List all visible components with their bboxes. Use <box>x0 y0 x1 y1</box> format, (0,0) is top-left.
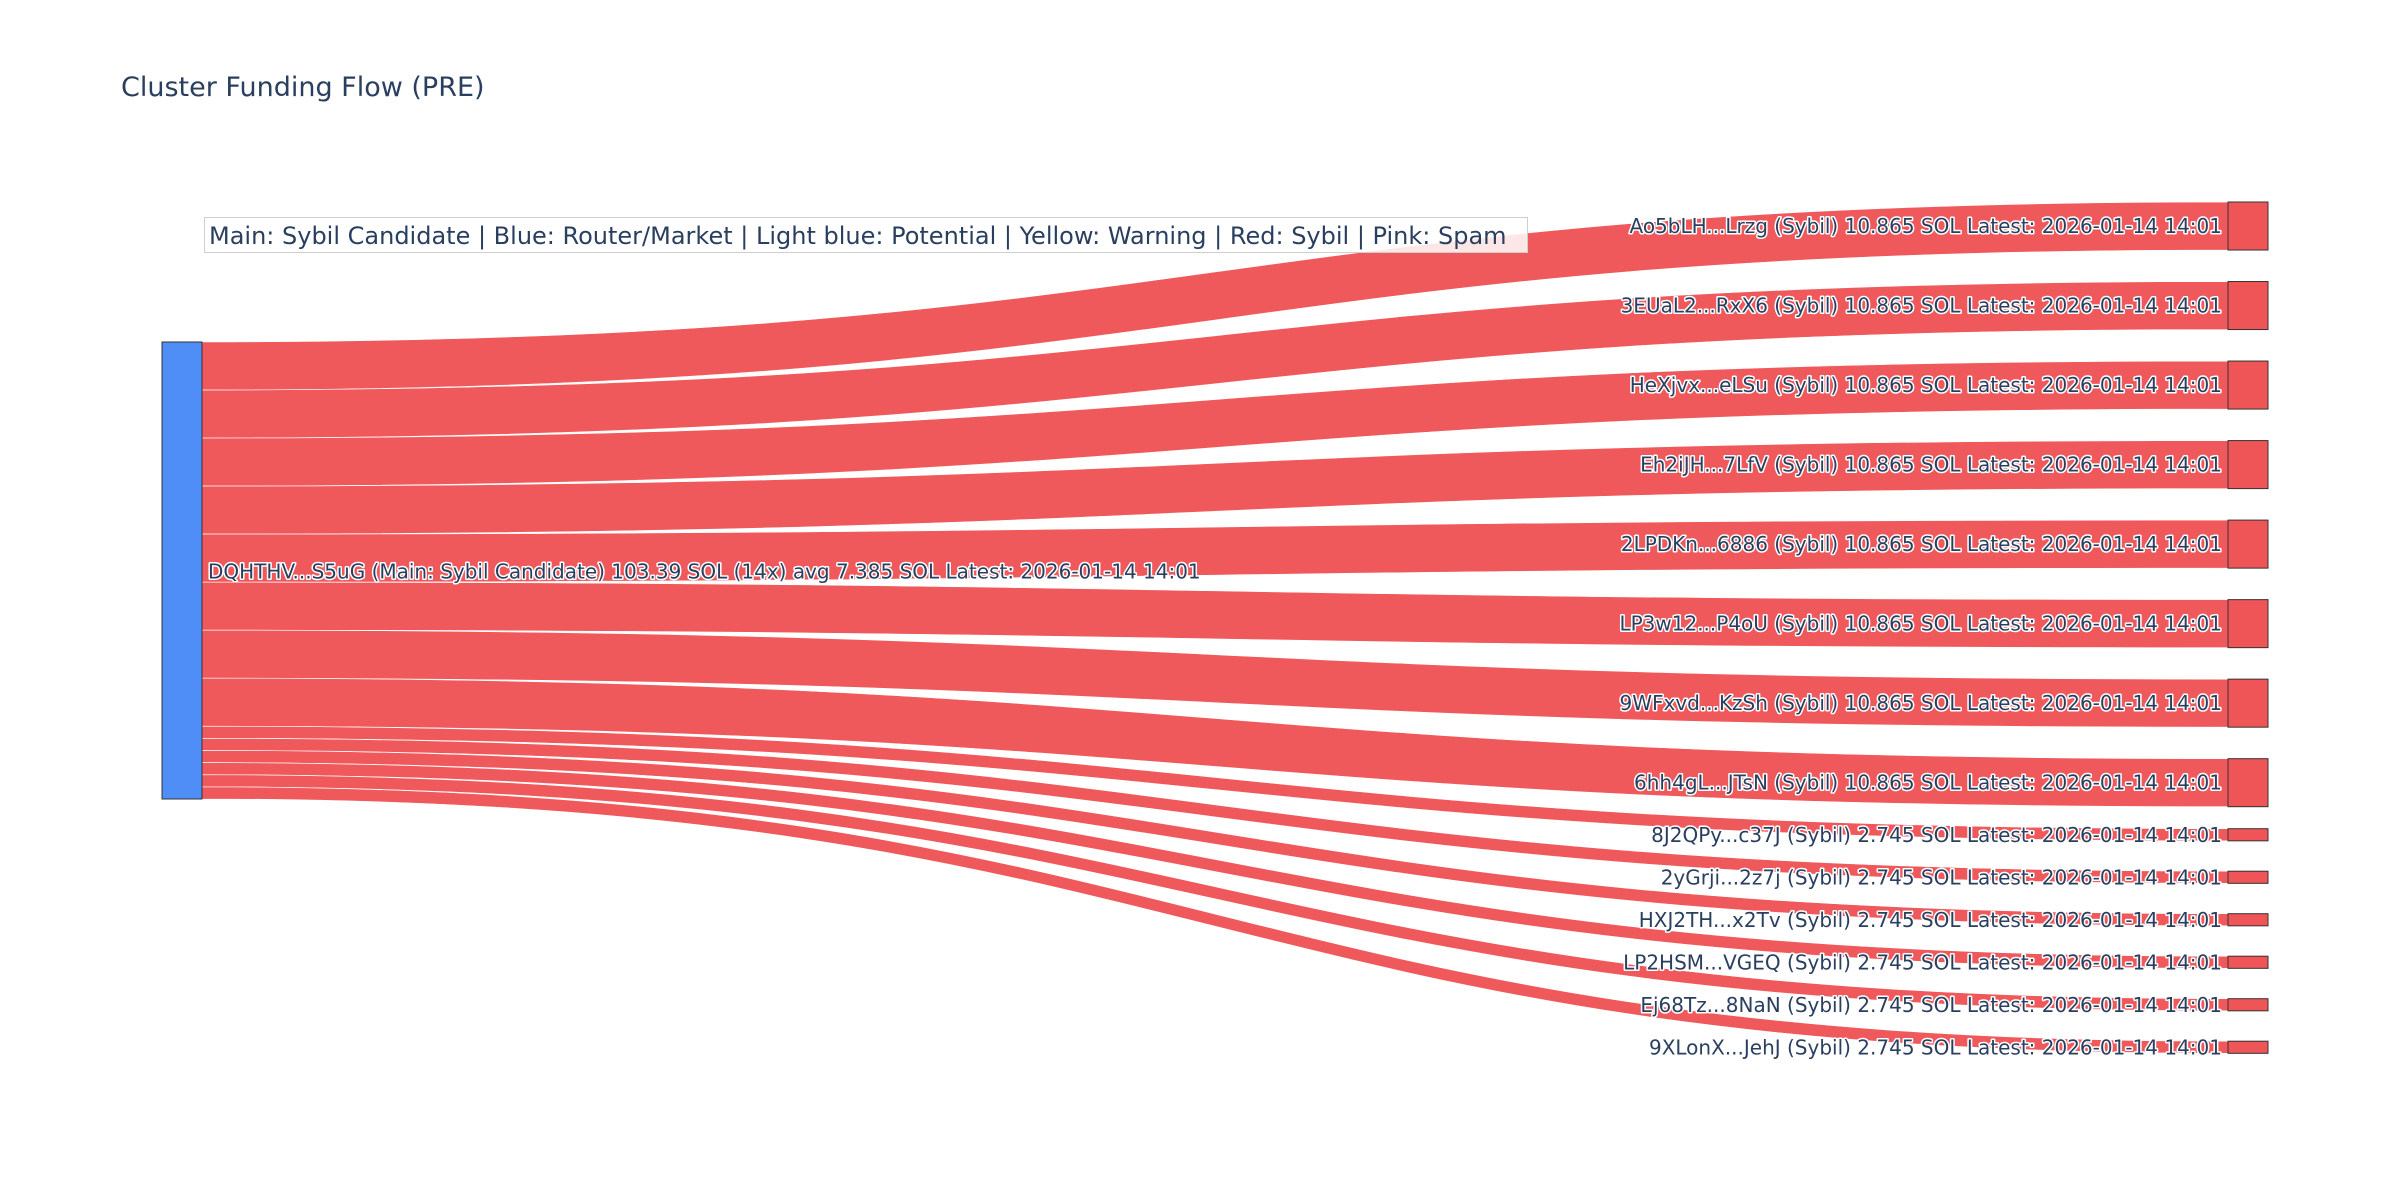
target-node-label: 3EUaL2...RxX6 (Sybil) 10.865 SOL Latest:… <box>1621 294 2222 318</box>
target-node[interactable] <box>2227 955 2269 969</box>
legend-annotation: Main: Sybil Candidate | Blue: Router/Mar… <box>204 217 1528 253</box>
target-node-label: Ej68Tz...8NaN (Sybil) 2.745 SOL Latest: … <box>1640 993 2222 1017</box>
target-node-label: 2LPDKn...6886 (Sybil) 10.865 SOL Latest:… <box>1621 532 2222 556</box>
target-node-label: 8J2QPy...c37J (Sybil) 2.745 SOL Latest: … <box>1651 823 2222 847</box>
target-node[interactable] <box>2227 998 2269 1012</box>
target-node-label: 9WFxvd...KzSh (Sybil) 10.865 SOL Latest:… <box>1620 691 2223 715</box>
target-node-label: Ao5bLH...Lrzg (Sybil) 10.865 SOL Latest:… <box>1629 214 2222 238</box>
target-node[interactable] <box>2227 913 2269 927</box>
target-node-label: Eh2iJH...7LfV (Sybil) 10.865 SOL Latest:… <box>1640 453 2222 477</box>
target-node[interactable] <box>2227 519 2269 569</box>
target-node-label: 6hh4gL...JTsN (Sybil) 10.865 SOL Latest:… <box>1634 771 2222 795</box>
links-layer <box>201 201 2229 1054</box>
target-node[interactable] <box>2227 281 2269 331</box>
target-node[interactable] <box>2227 440 2269 490</box>
target-node[interactable] <box>2227 360 2269 410</box>
labels-layer: DQHTHV...S5uG (Main: Sybil Candidate) 10… <box>207 213 2224 1061</box>
target-node-label: HXJ2TH...x2Tv (Sybil) 2.745 SOL Latest: … <box>1639 908 2222 932</box>
target-node[interactable] <box>2227 678 2269 728</box>
target-node[interactable] <box>2227 758 2269 808</box>
target-node-label: 2yGrji...2z7j (Sybil) 2.745 SOL Latest: … <box>1661 865 2222 889</box>
target-node-label: HeXjvx...eLSu (Sybil) 10.865 SOL Latest:… <box>1630 373 2222 397</box>
target-node-label: 9XLonX...JehJ (Sybil) 2.745 SOL Latest: … <box>1649 1035 2222 1059</box>
target-node-label: LP3w12...P4oU (Sybil) 10.865 SOL Latest:… <box>1619 612 2222 636</box>
target-node[interactable] <box>2227 201 2269 251</box>
source-node-label: DQHTHV...S5uG (Main: Sybil Candidate) 10… <box>208 560 1201 584</box>
target-node[interactable] <box>2227 599 2269 649</box>
target-node-label: LP2HSM...VGEQ (Sybil) 2.745 SOL Latest: … <box>1623 950 2222 974</box>
chart-title: Cluster Funding Flow (PRE) <box>121 72 485 103</box>
target-node[interactable] <box>2227 870 2269 884</box>
source-node[interactable] <box>161 341 203 800</box>
nodes-layer <box>161 201 2269 1054</box>
target-node[interactable] <box>2227 1040 2269 1054</box>
target-node[interactable] <box>2227 828 2269 842</box>
